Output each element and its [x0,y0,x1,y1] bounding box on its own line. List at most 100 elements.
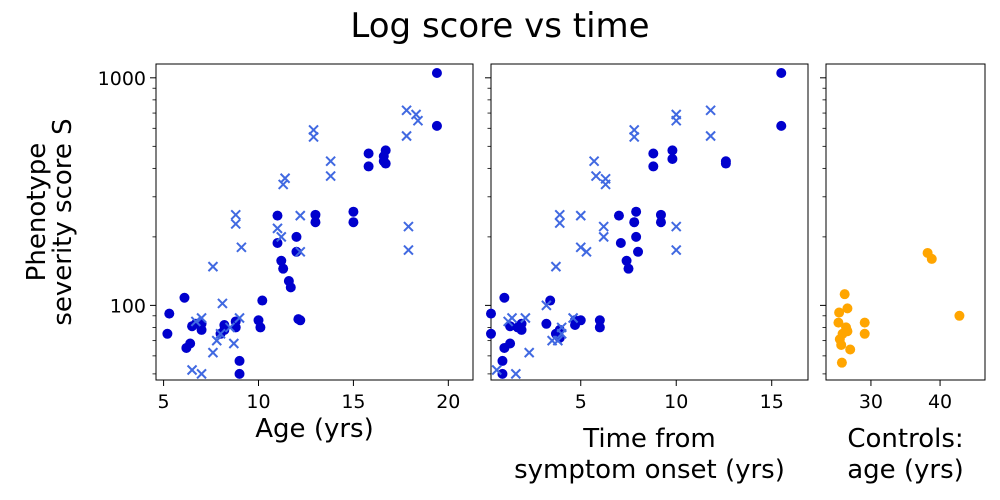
data-point-cross [236,242,247,253]
data-point-circle [499,292,510,303]
x-axis-label-onset: symptom onset (yrs) [514,455,785,485]
data-point-circle [613,210,624,221]
data-point-control [842,326,853,337]
data-point-cross [325,170,336,182]
data-point-cross [554,209,565,221]
data-point-cross [295,246,306,257]
data-point-control [859,317,870,328]
x-tick-label-onset: 5 [575,391,587,413]
data-point-circle [541,318,552,329]
x-tick-label-age: 20 [436,391,460,413]
y-tick-label: 100 [110,295,146,317]
panel-age: 5 10 15 20 100 1000 Age (yrs) [98,63,474,444]
data-point-circle [575,315,586,326]
x-axis-label-onset: Time from [582,424,715,454]
data-point-circle [505,321,516,332]
data-point-circle [497,368,508,379]
data-point-cross [590,170,602,182]
data-point-cross [228,338,240,349]
data-point-circle [285,282,296,293]
x-tick-label-age: 15 [341,391,365,413]
data-point-cross [552,335,564,346]
data-point-circle [291,231,302,242]
data-point-circle [431,120,442,131]
data-point-circle [629,217,640,228]
data-point-cross [186,364,198,376]
data-point-circle [257,295,268,306]
data-point-circle [363,161,374,172]
x-tick-label-onset: 15 [760,391,784,413]
data-point-circle [667,153,678,164]
data-point-circle [234,368,245,379]
data-point-cross [196,368,207,380]
data-point-circle [720,158,731,169]
data-point-cross [276,231,287,243]
data-point-cross [598,221,609,232]
data-point-circle [278,263,289,274]
data-point-cross [598,231,609,243]
data-point-cross [308,131,319,143]
axes-frame-age [155,63,474,381]
data-point-circle [431,67,442,78]
data-point-circle [648,161,659,172]
data-point-cross [272,223,283,234]
data-point-control [842,303,853,314]
data-point-circle [776,67,787,78]
x-tick-label-age: 5 [158,391,170,413]
data-point-circle [633,246,644,257]
figure-title: Log score vs time [350,6,649,46]
data-point-cross [671,115,682,126]
data-point-cross [491,364,502,376]
data-point-cross [230,218,241,230]
data-point-cross [211,335,222,346]
data-point-cross [575,210,586,221]
data-point-circle [380,158,391,169]
data-point-control [833,317,844,328]
data-point-circle [623,263,634,274]
data-point-cross [190,316,202,327]
data-point-cross [523,347,535,358]
data-point-cross [403,221,414,232]
data-point-circle [776,120,787,131]
data-point-cross [207,261,219,272]
data-point-cross [671,221,682,232]
data-point-circle [486,308,496,319]
data-point-circle [486,328,496,339]
data-point-control [954,310,965,321]
data-point-cross [600,173,611,184]
data-point-circle [276,255,287,266]
data-point-control [836,339,847,350]
data-point-circle [310,217,321,228]
x-tick-label-age: 10 [246,391,270,413]
data-point-cross [234,312,245,324]
data-point-cross [277,179,289,190]
data-point-circle [234,355,245,366]
data-point-cross [705,130,716,142]
y-axis-label-line-1: Phenotype [22,143,52,282]
x-tick-label-onset: 10 [664,391,688,413]
data-point-cross [567,312,579,324]
data-point-circle [162,328,173,339]
data-point-cross [325,156,336,167]
data-point-circle [497,355,508,366]
data-point-cross [401,130,412,142]
data-point-circle [516,318,527,329]
data-point-circle [648,148,659,159]
data-point-circle [348,217,359,228]
data-point-control [834,307,845,318]
data-point-circle [272,237,283,248]
x-axis-label-controls: age (yrs) [847,455,964,485]
axes-frame-onset [490,63,809,381]
data-point-cross [217,298,228,309]
data-point-cross [629,131,640,143]
data-point-circle [363,148,374,159]
data-point-cross [230,209,241,221]
data-point-cross [541,300,552,311]
panel-controls: 30 40 Controls:age (yrs) [820,63,986,485]
data-point-cross [412,115,424,126]
data-point-cross [215,328,226,340]
data-point-cross [588,156,600,167]
data-point-control [845,344,856,355]
